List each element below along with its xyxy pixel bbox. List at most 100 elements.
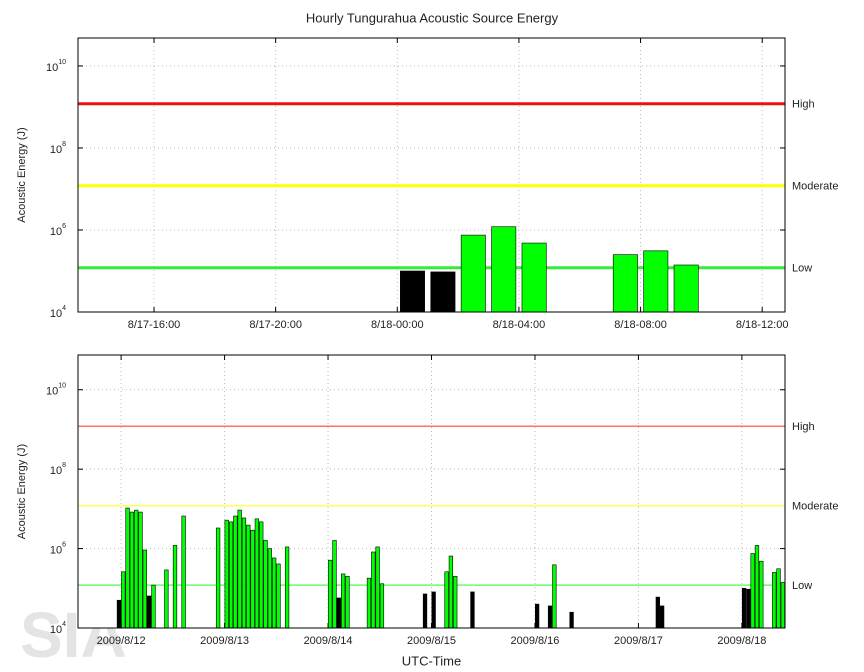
bar	[366, 577, 372, 629]
bar	[521, 242, 547, 313]
bar	[134, 509, 139, 629]
y-tick-base: 10	[46, 386, 58, 398]
bar	[263, 540, 268, 629]
threshold-label: Low	[792, 580, 812, 592]
bar	[345, 576, 350, 629]
bar	[272, 557, 277, 629]
y-tick-label: 1010	[46, 383, 66, 398]
bar	[276, 563, 281, 629]
x-tick-label: 8/18-00:00	[371, 319, 424, 331]
bar	[340, 573, 346, 629]
bar	[371, 551, 376, 629]
y-tick-power: 6	[62, 541, 66, 548]
bar	[375, 546, 380, 629]
bar	[460, 234, 486, 313]
bar	[534, 603, 540, 629]
y-tick-base: 10	[50, 624, 62, 636]
x-tick-label: 2009/8/12	[97, 635, 146, 647]
bar	[332, 540, 337, 629]
y-tick-label: 106	[50, 223, 66, 238]
y-tick-label: 1010	[46, 59, 66, 74]
threshold-label: Low	[792, 263, 812, 275]
bar	[121, 571, 126, 629]
y-tick-base: 10	[46, 62, 58, 74]
bar	[547, 605, 553, 629]
bar	[655, 596, 660, 629]
threshold-label: High	[792, 99, 815, 111]
y-tick-power: 6	[62, 223, 66, 230]
threshold-label: Moderate	[792, 181, 838, 193]
bar	[448, 555, 454, 629]
bar	[116, 599, 122, 629]
y-axis-label: Acoustic Energy (J)	[16, 127, 28, 222]
plot-frame	[77, 37, 786, 313]
bar	[569, 611, 574, 629]
bar	[336, 597, 341, 629]
bar	[164, 569, 169, 629]
plot-frame	[77, 354, 786, 629]
x-tick-label: 8/17-20:00	[249, 319, 302, 331]
y-tick-base: 10	[50, 144, 62, 156]
threshold-label: Moderate	[792, 501, 838, 513]
bar	[151, 584, 156, 629]
bar	[400, 270, 425, 313]
bar	[491, 226, 517, 313]
bar	[741, 587, 747, 629]
x-tick-label: 8/18-12:00	[736, 319, 789, 331]
bar	[673, 264, 699, 313]
y-tick-label: 104	[50, 621, 66, 636]
bar	[754, 545, 760, 629]
y-tick-base: 10	[50, 226, 62, 238]
bar	[129, 511, 135, 629]
bar	[431, 591, 436, 629]
bar	[422, 593, 428, 629]
bar	[643, 250, 669, 313]
x-tick-label: 8/17-16:00	[128, 319, 181, 331]
x-tick-label: 8/18-08:00	[614, 319, 667, 331]
y-tick-power: 8	[62, 141, 66, 148]
bar	[759, 560, 764, 629]
y-tick-power: 10	[58, 59, 66, 66]
bar	[284, 546, 290, 629]
bar	[246, 524, 251, 629]
bar	[660, 605, 665, 629]
bar	[228, 521, 234, 629]
bar	[146, 595, 152, 629]
x-tick-label: 2009/8/15	[407, 635, 456, 647]
y-tick-power: 8	[62, 462, 66, 469]
bar	[453, 576, 458, 629]
x-tick-label: 2009/8/17	[614, 635, 663, 647]
y-tick-label: 108	[50, 462, 66, 477]
bar	[138, 511, 143, 629]
y-tick-label: 108	[50, 141, 66, 156]
bar	[552, 564, 557, 629]
bar	[776, 568, 781, 629]
y-tick-power: 10	[58, 383, 66, 390]
bar	[241, 517, 247, 629]
bar	[772, 572, 777, 629]
bar	[181, 515, 186, 629]
y-tick-power: 4	[62, 621, 66, 628]
y-tick-base: 10	[50, 544, 62, 556]
x-tick-label: 8/18-04:00	[493, 319, 546, 331]
bar	[746, 588, 751, 629]
y-tick-label: 104	[50, 305, 66, 320]
y-tick-power: 4	[62, 305, 66, 312]
bar	[215, 527, 221, 629]
bar	[224, 519, 229, 629]
x-tick-label: 2009/8/16	[510, 635, 559, 647]
x-tick-label: 2009/8/18	[717, 635, 766, 647]
x-tick-label: 2009/8/14	[304, 635, 353, 647]
x-axis-label: UTC-Time	[402, 653, 461, 668]
bar	[125, 507, 130, 629]
threshold-label: High	[792, 421, 815, 433]
bar	[328, 559, 333, 629]
bar	[444, 571, 449, 629]
y-tick-base: 10	[50, 465, 62, 477]
bar	[612, 254, 638, 313]
bar	[430, 271, 456, 313]
y-tick-label: 106	[50, 541, 66, 556]
bar	[267, 548, 272, 629]
